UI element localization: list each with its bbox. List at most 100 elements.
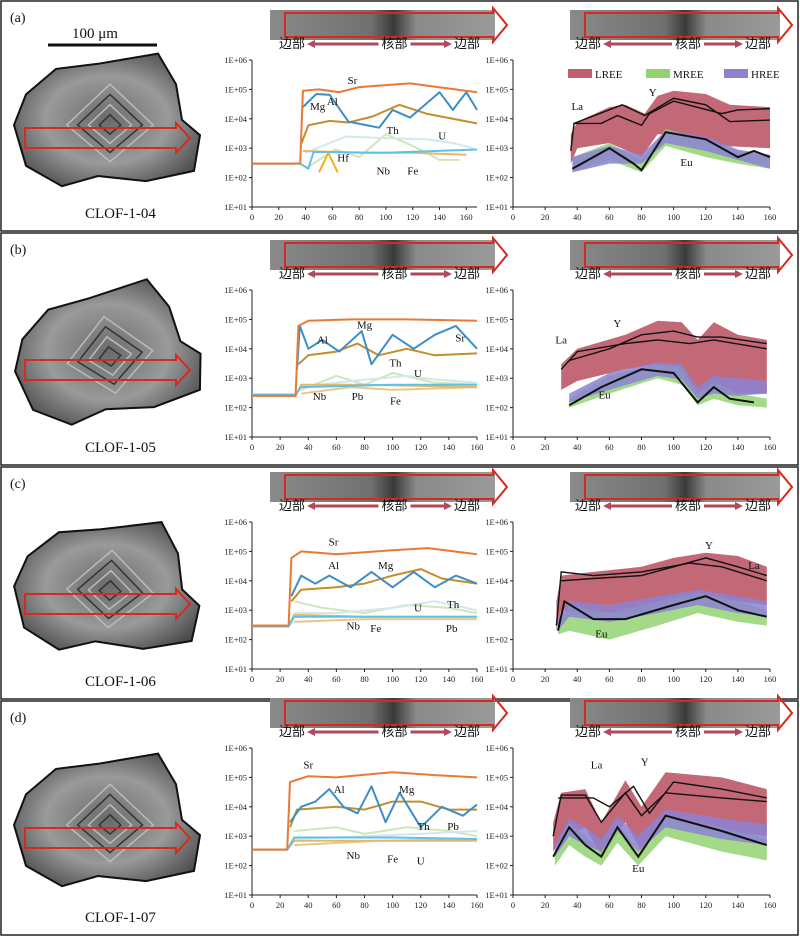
strip-track-arrow (284, 467, 509, 507)
x-tick-label: 60 (332, 674, 341, 684)
zone-label-core: 核部 (675, 498, 701, 513)
x-tick-label: 100 (386, 900, 399, 910)
series-pb (294, 618, 477, 623)
y-tick-label: 1E+06 (485, 55, 508, 65)
zircon-cl-image (14, 278, 202, 426)
series-eu (568, 368, 755, 407)
y-tick-label: 1E+01 (224, 432, 247, 442)
x-tick-label: 0 (511, 442, 515, 452)
series-mg (297, 342, 478, 365)
x-tick-label: 20 (541, 674, 550, 684)
x-tick-label: 160 (460, 212, 473, 222)
y-tick-label: 1E+03 (485, 143, 508, 153)
element-label-mg: Mg (399, 784, 415, 796)
x-tick-label: 120 (414, 674, 427, 684)
series-eu (557, 595, 768, 631)
zone-label-rim: 边部 (279, 266, 305, 281)
strip-track-arrow (584, 235, 794, 275)
x-tick-label: 40 (573, 442, 582, 452)
ree-label-la: La (555, 335, 567, 347)
sample-name: CLOF-1-06 (85, 674, 156, 690)
x-tick-label: 0 (250, 442, 254, 452)
cl-strip-image (570, 472, 780, 502)
x-tick-label: 60 (605, 442, 614, 452)
series-sr (252, 82, 478, 165)
x-tick-label: 60 (605, 900, 614, 910)
zone-arrowhead (603, 728, 611, 736)
x-tick-label: 100 (667, 674, 680, 684)
element-label-al: Al (317, 335, 328, 347)
growth-zone-line (76, 559, 144, 620)
y-tick-label: 1E+04 (224, 344, 247, 354)
y-tick-label: 1E+02 (224, 403, 247, 413)
growth-zone-line (65, 83, 155, 163)
zone-arrowhead (444, 40, 452, 48)
zone-label-core: 核部 (381, 724, 407, 739)
series-fe (252, 383, 477, 396)
element-label-nb: Nb (347, 621, 361, 633)
x-tick-label: 0 (250, 900, 254, 910)
strip-track-arrow (584, 5, 794, 45)
trace-element-chart: 边部 核部 边部 1E+01 1E+02 1E+03 1E+04 1E+05 1E+06 0 20 4… (224, 467, 509, 684)
y-tick-label: 1E+04 (485, 344, 508, 354)
zone-arrowhead (735, 728, 743, 736)
ree-chart: 边部 核部 边部 1E+01 1E+02 1E+03 1E+04 1E+05 1E+06 0 20 4… (485, 235, 794, 452)
y-tick-label: 1E+06 (485, 285, 508, 295)
y-tick-label: 1E+03 (224, 605, 247, 615)
x-tick-label: 60 (605, 212, 614, 222)
x-tick-label: 20 (541, 212, 550, 222)
band-hree (554, 809, 767, 857)
y-tick-label: 1E+01 (485, 432, 508, 442)
x-tick-label: 140 (732, 674, 745, 684)
panel-label: (a) (10, 11, 26, 26)
x-tick-label: 120 (414, 442, 427, 452)
x-tick-label: 140 (443, 900, 456, 910)
cl-strip-image (570, 10, 780, 40)
y-tick-label: 1E+02 (485, 861, 508, 871)
legend-label: HREE (751, 69, 780, 81)
zone-arrowhead (307, 270, 315, 278)
element-label-mg: Mg (310, 101, 326, 113)
sample-name: CLOF-1-04 (85, 206, 156, 222)
x-tick-label: 40 (573, 900, 582, 910)
growth-zone-line (98, 813, 122, 836)
x-tick-label: 40 (301, 212, 310, 222)
y-tick-label: 1E+05 (224, 84, 247, 94)
x-tick-label: 80 (355, 212, 364, 222)
zone-label-rim: 边部 (279, 724, 305, 739)
legend-swatch-lree (568, 69, 592, 78)
x-tick-label: 20 (276, 900, 285, 910)
x-tick-label: 80 (360, 674, 369, 684)
x-tick-label: 80 (637, 442, 646, 452)
y-tick-label: 1E+02 (485, 173, 508, 183)
x-tick-label: 80 (360, 900, 369, 910)
series-fe (252, 836, 478, 851)
zircon-cl-image (12, 52, 202, 188)
zone-label-rim: 边部 (454, 498, 480, 513)
x-tick-label: 40 (304, 900, 313, 910)
scale-bar-label: 100 μm (72, 26, 118, 42)
y-tick-label: 1E+03 (224, 143, 247, 153)
x-tick-label: 100 (667, 442, 680, 452)
x-tick-label: 40 (304, 442, 313, 452)
strip-track-arrow (284, 693, 509, 733)
y-tick-label: 1E+04 (224, 114, 247, 124)
ree-label-eu: Eu (680, 157, 693, 169)
ree-label-y: Y (705, 540, 713, 552)
growth-zone-line (87, 103, 133, 145)
series-pb (301, 386, 478, 395)
element-label-u: U (414, 368, 422, 380)
zone-label-rim: 边部 (279, 36, 305, 51)
panel-c: (c) CLOF-1-06 边部 核部 边部 1E+01 1E+02 1E+03 1E+04 1E… (0, 466, 799, 700)
zone-label-rim: 边部 (279, 498, 305, 513)
element-label-nb: Nb (347, 850, 361, 862)
x-tick-label: 120 (699, 674, 712, 684)
element-label-al: Al (327, 96, 338, 108)
band-lree (561, 320, 767, 394)
y-tick-label: 1E+05 (224, 314, 247, 324)
element-label-th: Th (387, 125, 400, 137)
x-tick-label: 140 (732, 442, 745, 452)
x-tick-label: 20 (275, 212, 284, 222)
y-tick-label: 1E+06 (224, 517, 247, 527)
x-tick-label: 100 (386, 674, 399, 684)
